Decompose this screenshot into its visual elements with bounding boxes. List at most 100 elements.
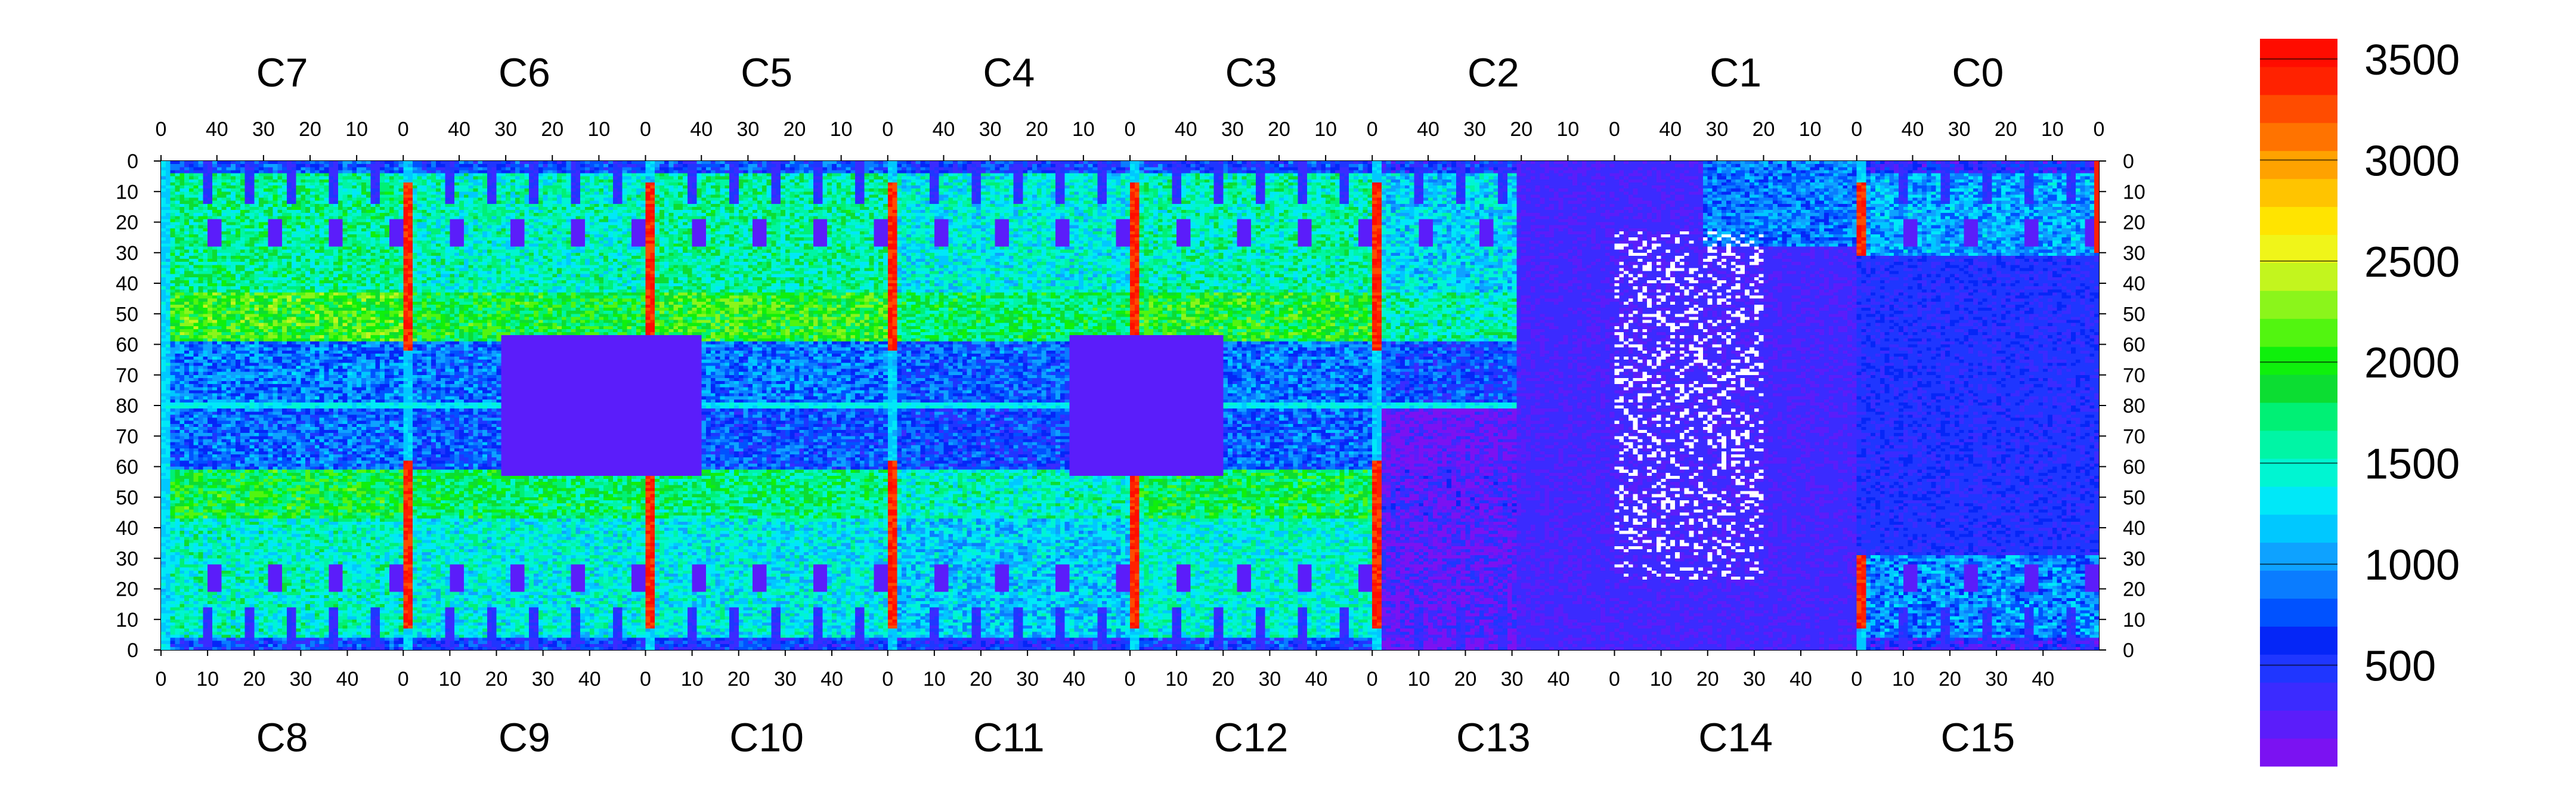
colorbar-band [2260,66,2337,95]
top-tick-label: 30 [1948,118,1971,141]
top-tick-label-end: 0 [2094,118,2105,141]
colorbar-tick-label: 2000 [2364,339,2460,387]
left-tick-label: 30 [116,547,138,570]
bottom-tick-label: 10 [1165,668,1188,691]
colorbar-tick-label: 1000 [2364,541,2460,589]
top-tick-label: 20 [1510,118,1532,141]
right-tick-label: 20 [2123,212,2145,234]
right-tick-label: 80 [2123,395,2145,417]
top-tick-label: 30 [1705,118,1728,141]
top-tick-label: 40 [1175,118,1197,141]
bottom-tick-label: 30 [774,668,797,691]
top-tick-label: 20 [1268,118,1290,141]
top-tick-label: 40 [206,118,228,141]
bottom-tick-label: 10 [1407,668,1430,691]
top-tick-label: 20 [1026,118,1048,141]
top-tick-label: 40 [690,118,713,141]
heatmap-cells [161,161,2099,650]
colorbar-tick-label: 500 [2364,643,2436,691]
bottom-tick-label: 10 [438,668,461,691]
bottom-tick-label: 20 [1454,668,1477,691]
colorbar-band [2260,206,2337,235]
right-tick-label: 30 [2123,547,2145,570]
top-chip-label: C5 [741,50,792,95]
bottom-tick-label: 10 [923,668,946,691]
right-tick-label: 0 [2123,639,2134,662]
right-tick-label: 70 [2123,364,2145,387]
left-tick-label: 50 [116,303,138,326]
bottom-tick-label: 10 [1650,668,1673,691]
colorbar-band [2260,234,2337,263]
left-tick-label: 20 [116,578,138,601]
top-tick-label: 30 [979,118,1002,141]
bottom-tick-label: 10 [681,668,704,691]
colorbar-band [2260,318,2337,347]
right-tick-label: 40 [2123,517,2145,540]
bottom-tick-label: 30 [532,668,555,691]
bottom-tick-label: 0 [156,668,167,691]
bottom-tick-label: 0 [398,668,409,691]
left-tick-label: 0 [127,639,138,662]
colorbar-band [2260,403,2337,431]
colorbar-band [2260,178,2337,208]
top-chip-label: C6 [499,50,550,95]
bottom-tick-label: 20 [485,668,508,691]
bottom-tick-label: 40 [1547,668,1570,691]
right-tick-label: 50 [2123,303,2145,326]
colorbar-band [2260,598,2337,627]
right-tick-label: 70 [2123,425,2145,448]
colorbar-band [2260,542,2337,571]
top-tick-label: 0 [1367,118,1378,141]
top-chip-label: C7 [256,50,308,95]
colorbar-tick-label: 3000 [2364,137,2460,185]
top-chip-label: C2 [1467,50,1519,95]
bottom-tick-label: 30 [1016,668,1039,691]
left-tick-label: 50 [116,487,138,509]
left-tick-label: 60 [116,334,138,357]
bottom-tick-label: 40 [821,668,843,691]
colorbar-tick-label: 3500 [2364,36,2460,84]
bottom-tick-label: 40 [2032,668,2054,691]
bottom-tick-label: 20 [970,668,992,691]
bottom-tick-label: 30 [1985,668,2008,691]
bottom-tick-label: 20 [727,668,750,691]
top-tick-label: 20 [299,118,321,141]
top-tick-label: 20 [1995,118,2017,141]
top-tick-label: 10 [345,118,368,141]
left-tick-label: 0 [127,150,138,173]
top-tick-label: 30 [1221,118,1244,141]
bottom-chip-label: C13 [1456,715,1531,760]
top-tick-label: 10 [1072,118,1095,141]
colorbar-band [2260,290,2337,319]
bottom-tick-label: 40 [1789,668,1812,691]
bottom-tick-label: 30 [1258,668,1281,691]
bottom-chip-label: C11 [973,715,1045,760]
heatmap-plot-area [160,160,2100,651]
left-tick-label: 40 [116,517,138,540]
colorbar-band [2260,430,2337,459]
top-tick-label: 0 [1609,118,1620,141]
top-chip-labels: C7 C6 C5 C4 C3 C2 C1 C0 [256,50,2004,95]
left-tick-label: 10 [116,181,138,203]
bottom-tick-label: 20 [1212,668,1234,691]
top-tick-label: 0 [398,118,409,141]
bottom-tick-label: 20 [1939,668,1961,691]
top-tick-label: 10 [830,118,853,141]
bottom-chip-label: C10 [729,715,804,760]
bottom-tick-label: 40 [578,668,601,691]
bottom-tick-label: 10 [1892,668,1915,691]
right-tick-label: 60 [2123,334,2145,357]
colorbar-band [2260,682,2337,711]
top-tick-label: 30 [1463,118,1486,141]
right-tick-label: 60 [2123,456,2145,479]
bottom-chip-label: C8 [256,715,308,760]
bottom-tick-label: 40 [336,668,359,691]
top-tick-label: 20 [784,118,806,141]
top-tick-label: 10 [1314,118,1337,141]
bottom-chip-label: C12 [1214,715,1289,760]
colorbar-band [2260,654,2337,683]
bottom-tick-label: 0 [882,668,893,691]
left-tick-label: 40 [116,273,138,295]
bottom-x-ticks: 0 10 20 30 40 0 10 20 30 40 0 10 20 30 40 0 10 20 30 40 0 10 2… [156,650,2054,691]
